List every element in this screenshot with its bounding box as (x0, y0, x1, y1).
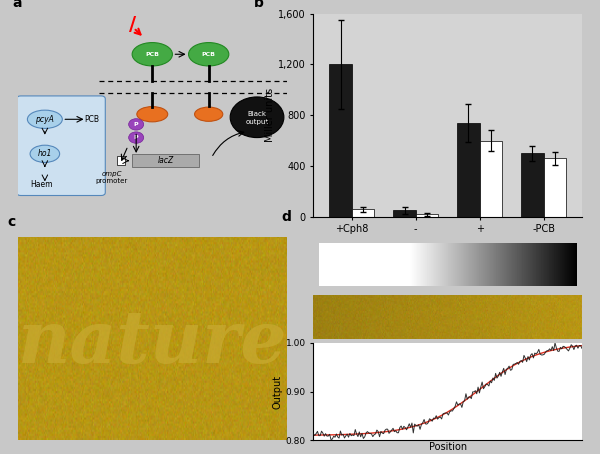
Ellipse shape (28, 110, 62, 128)
Text: ho1: ho1 (38, 149, 52, 158)
Text: c: c (7, 215, 16, 229)
Text: PCB: PCB (145, 52, 159, 57)
Ellipse shape (194, 107, 223, 121)
Ellipse shape (132, 43, 172, 66)
Text: ompC: ompC (102, 171, 122, 177)
Text: output: output (245, 119, 269, 125)
Text: PCB: PCB (85, 115, 100, 124)
Ellipse shape (30, 145, 59, 163)
Text: P: P (134, 135, 139, 140)
Y-axis label: Miller units: Miller units (265, 88, 275, 142)
Bar (394, 211, 416, 217)
Y-axis label: Output: Output (273, 375, 283, 409)
Text: lacZ: lacZ (158, 156, 174, 165)
Circle shape (230, 97, 284, 138)
Text: /: / (128, 15, 136, 35)
Bar (521, 153, 544, 217)
Text: P: P (134, 122, 139, 127)
Circle shape (128, 118, 143, 130)
Text: PCB: PCB (202, 52, 215, 57)
Bar (457, 123, 479, 217)
Text: d: d (281, 210, 291, 224)
Text: b: b (254, 0, 264, 10)
Bar (544, 158, 566, 217)
Text: nature: nature (17, 307, 287, 378)
Bar (479, 141, 502, 217)
X-axis label: Position: Position (428, 442, 467, 452)
Bar (329, 64, 352, 217)
FancyBboxPatch shape (17, 96, 105, 196)
Circle shape (128, 132, 143, 143)
Ellipse shape (188, 43, 229, 66)
Text: Black: Black (248, 111, 266, 117)
Ellipse shape (137, 107, 168, 122)
Bar (352, 209, 374, 217)
Text: pcyA: pcyA (35, 115, 54, 124)
Text: Haem: Haem (30, 180, 53, 189)
Bar (118, 157, 125, 165)
Text: promoter: promoter (96, 178, 128, 184)
Bar (132, 154, 199, 167)
Bar (416, 214, 438, 217)
Text: a: a (13, 0, 22, 10)
